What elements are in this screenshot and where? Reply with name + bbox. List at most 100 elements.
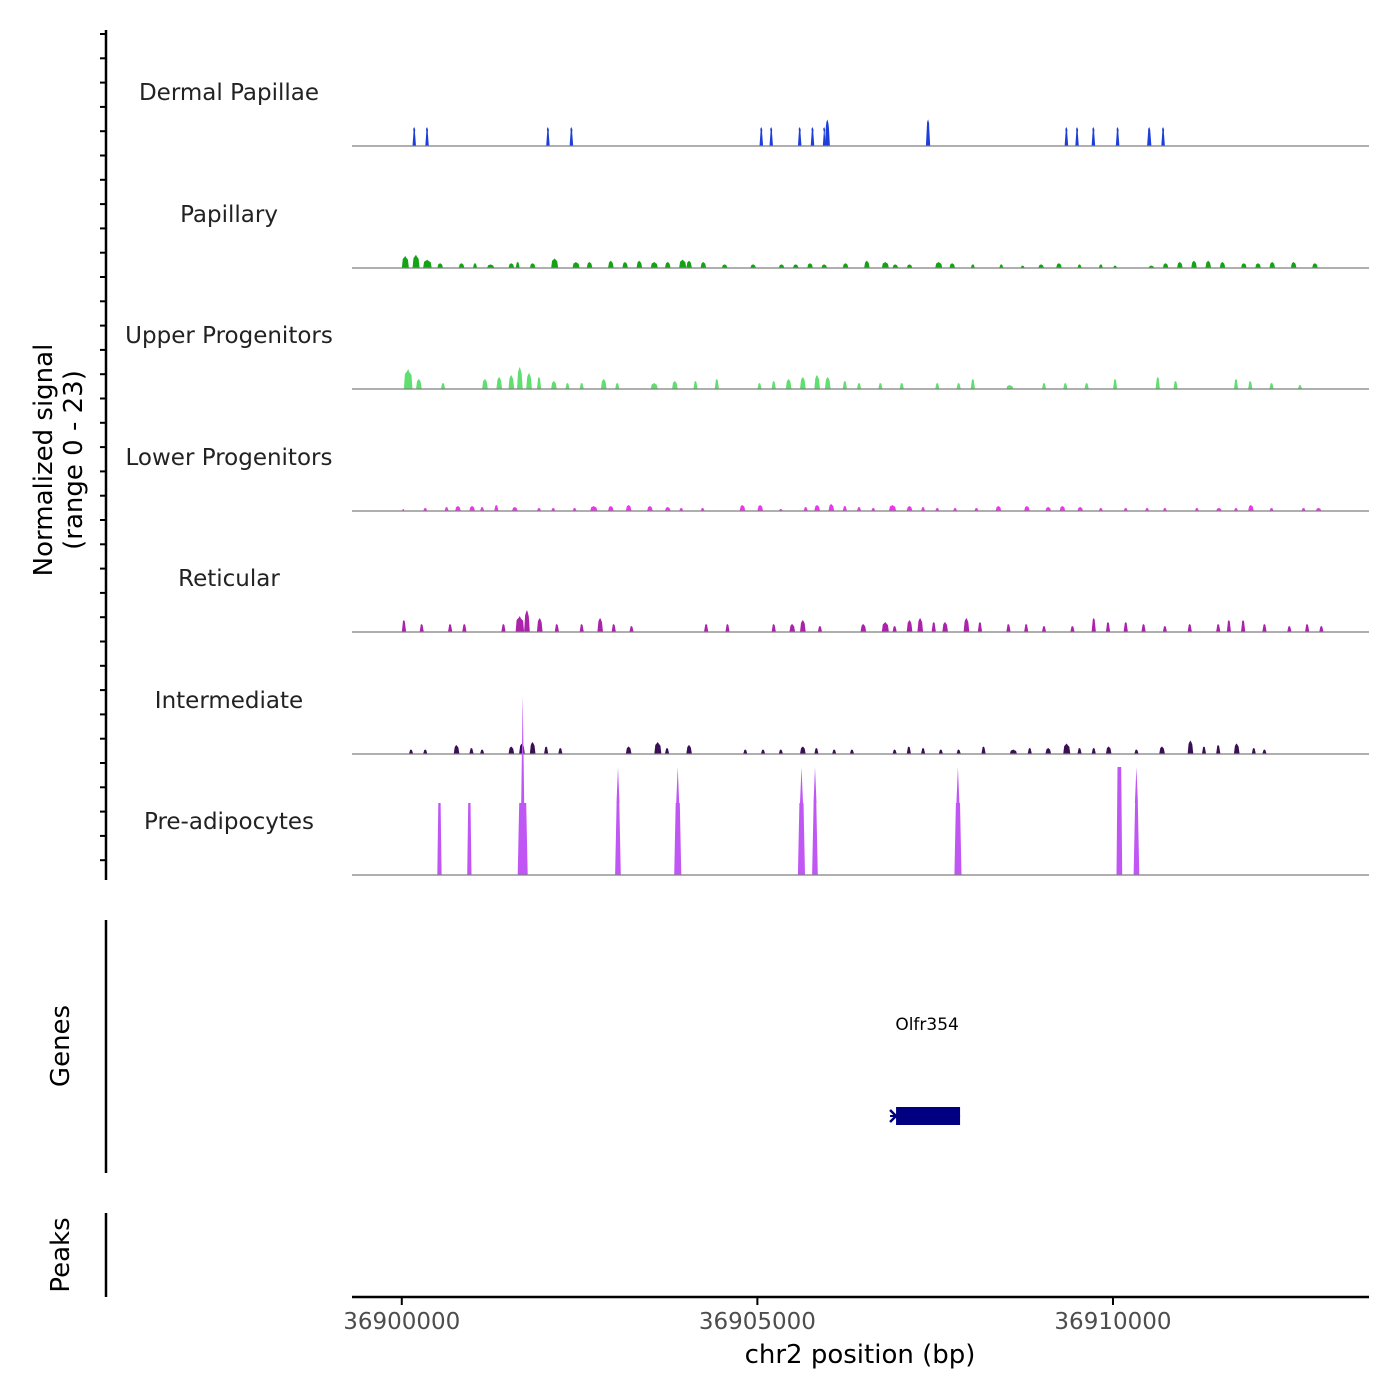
signal-peak: [828, 504, 835, 511]
signal-peak: [647, 506, 653, 511]
signal-peak: [1194, 508, 1199, 511]
signal-peak: [906, 264, 913, 268]
signal-peak: [892, 264, 899, 268]
signal-peak: [759, 127, 764, 146]
signal-peak: [888, 505, 897, 511]
signal-peak: [771, 381, 776, 389]
signal-peak: [650, 383, 658, 389]
signal-peak: [1287, 626, 1292, 632]
signal-peak: [403, 369, 413, 389]
signal-peak: [1173, 381, 1178, 389]
signal-peak: [1141, 624, 1146, 632]
signal-peak: [785, 379, 792, 389]
signal-peak: [469, 506, 475, 511]
signal-peak: [1233, 379, 1239, 389]
signal-peak: [472, 263, 478, 268]
signal-peak: [970, 264, 975, 268]
signal-peak: [1201, 746, 1207, 754]
signal-peak: [597, 618, 603, 632]
signal-peak: [501, 624, 506, 632]
signal-peak: [1134, 749, 1139, 754]
signal-peak: [917, 618, 924, 632]
signal-peak: [572, 508, 577, 511]
signal-peak: [757, 383, 762, 389]
x-tick-label: 36905000: [699, 1309, 816, 1335]
signal-peak: [416, 379, 422, 389]
signal-peak: [544, 746, 549, 754]
signal-peak: [1070, 626, 1075, 632]
signal-peak: [419, 624, 424, 632]
signal-peak: [1041, 626, 1047, 632]
signal-peak: [792, 264, 799, 268]
signal-peak: [622, 262, 628, 268]
signal-peak: [579, 383, 584, 389]
track-reticular: Reticular: [178, 566, 1369, 633]
signal-peak: [1315, 508, 1322, 511]
signal-peak: [1091, 127, 1096, 146]
signal-peak: [714, 379, 719, 389]
signal-peak: [1063, 383, 1068, 389]
signal-peak: [921, 507, 926, 511]
signal-peak: [1091, 748, 1096, 754]
signal-peak: [842, 506, 847, 511]
track-papillary: Papillary: [180, 202, 1369, 269]
signal-peak: [1145, 508, 1150, 511]
signal-peak: [440, 383, 446, 389]
signal-peak: [797, 127, 802, 146]
signal-peak: [789, 624, 796, 632]
signal-peak: [814, 375, 820, 389]
signal-peak: [1113, 379, 1118, 389]
signal-peak: [974, 508, 979, 511]
signal-peak: [1248, 505, 1254, 511]
signal-peak: [1105, 746, 1112, 754]
track-label: Intermediate: [155, 688, 303, 714]
signal-peak: [1301, 508, 1306, 511]
signal-peak: [817, 626, 823, 632]
signal-peak: [892, 749, 897, 754]
signal-peak: [1159, 746, 1165, 754]
signal-peak: [999, 264, 1004, 268]
track-label: Upper Progenitors: [125, 323, 333, 349]
signal-peak: [842, 263, 849, 268]
signal-peak: [579, 624, 584, 632]
signal-peak: [906, 620, 913, 632]
signal-peak: [664, 748, 670, 754]
signal-peak: [1319, 626, 1324, 632]
signal-peak: [1205, 260, 1212, 268]
signal-peak: [1226, 620, 1231, 632]
signal-peak: [453, 745, 460, 754]
signal-peak: [1077, 748, 1082, 754]
signal-peak: [1059, 506, 1066, 511]
signal-peak: [1191, 260, 1197, 268]
signal-peak: [664, 262, 671, 268]
signal-peak: [800, 377, 806, 389]
track-label: Papillary: [180, 202, 278, 228]
track-label: Reticular: [178, 566, 280, 592]
signal-peak: [832, 749, 837, 754]
signal-peak: [494, 505, 499, 511]
signal-peak: [693, 381, 698, 389]
signal-peak: [1147, 127, 1152, 146]
gene-annotations: Olfr354: [889, 1015, 961, 1125]
signal-peak: [425, 127, 429, 146]
signal-peak: [512, 507, 518, 511]
signal-peak: [480, 749, 485, 754]
signal-peak: [849, 749, 855, 754]
signal-peak: [925, 119, 931, 146]
strand-arrow-icon: [889, 1109, 898, 1123]
signal-peak: [672, 381, 678, 389]
y-axis-range: (range 0 - 23): [59, 370, 89, 550]
signal-peak: [931, 622, 936, 632]
signal-peak: [906, 506, 913, 511]
signal-peak: [1063, 743, 1071, 754]
signal-peak: [1123, 622, 1128, 632]
signal-peak: [1105, 622, 1111, 632]
signal-peak: [437, 803, 442, 875]
signal-peak: [526, 373, 532, 389]
signal-peak: [1009, 749, 1017, 754]
signal-peak: [1091, 618, 1096, 632]
signal-peak: [1161, 127, 1165, 146]
track-lower-progenitors: Lower Progenitors: [126, 445, 1369, 512]
signal-peak: [664, 507, 671, 511]
